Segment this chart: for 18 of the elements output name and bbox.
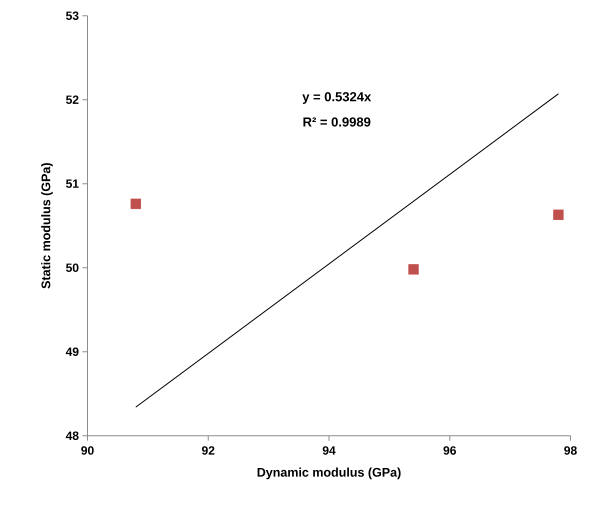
x-tick-label: 98: [564, 446, 577, 455]
annotation: y = 0.5324x: [302, 92, 372, 104]
y-axis-title: Static modulus (GPa): [41, 163, 53, 289]
x-tick-label: 94: [322, 446, 336, 455]
y-tick-label: 48: [66, 431, 79, 440]
x-tick-label: 90: [81, 446, 94, 455]
x-tick-label: 96: [443, 446, 456, 455]
point: [408, 264, 419, 275]
y-tick-label: 52: [66, 95, 78, 104]
x-axis-title: Dynamic modulus (GPa): [258, 468, 401, 480]
y-tick-label: 50: [66, 263, 78, 272]
x-tick-label: 92: [202, 446, 214, 455]
point: [130, 198, 141, 210]
y-tick-label: 53: [66, 11, 79, 20]
y-tick-label: 51: [66, 180, 79, 188]
annotation: R² = 0.9989: [303, 117, 370, 127]
y-tick-label: 49: [66, 347, 79, 356]
point: [553, 210, 564, 220]
